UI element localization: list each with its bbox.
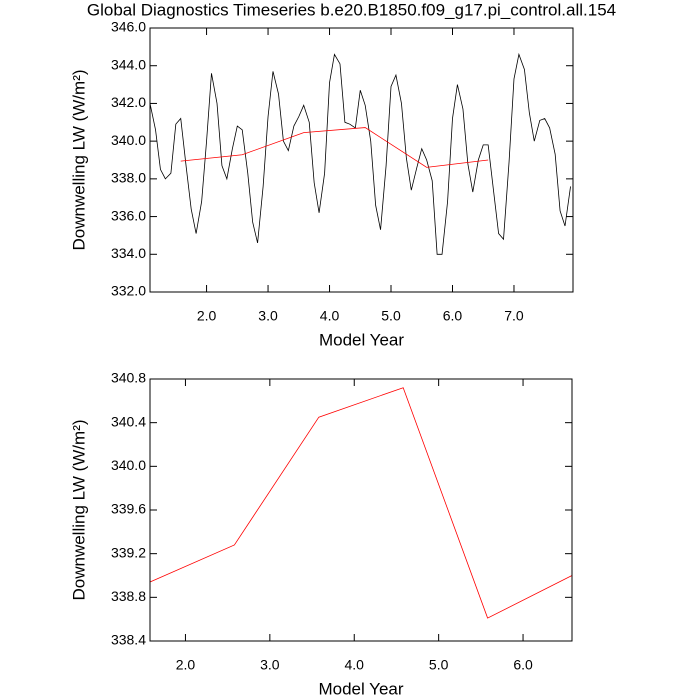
series-line <box>149 52 571 255</box>
y-tick-label: 342.0 <box>111 94 146 110</box>
plot-frame <box>149 378 573 642</box>
y-tick-label: 340.0 <box>111 132 146 148</box>
y-tick-label: 338.0 <box>111 170 146 186</box>
y-tick-label: 332.0 <box>111 283 146 299</box>
y-tick-label: 344.0 <box>111 56 146 72</box>
x-tick-label: 7.0 <box>504 308 524 324</box>
x-axis-label: Model Year <box>318 679 403 698</box>
x-tick-label: 5.0 <box>381 308 401 324</box>
x-tick-label: 4.0 <box>345 657 365 673</box>
x-tick-label: 6.0 <box>443 308 463 324</box>
x-tick-label: 3.0 <box>260 657 280 673</box>
y-tick-label: 339.6 <box>111 501 146 517</box>
y-axis-label: Downwelling LW (W/m²) <box>69 69 88 250</box>
x-tick-label: 2.0 <box>176 657 196 673</box>
x-tick-label: 5.0 <box>429 657 449 673</box>
x-tick-label: 6.0 <box>513 657 533 673</box>
y-tick-label: 336.0 <box>111 207 146 223</box>
y-tick-label: 340.8 <box>111 370 146 386</box>
y-tick-label: 340.4 <box>111 413 146 429</box>
x-tick-label: 3.0 <box>258 308 278 324</box>
y-tick-label: 339.2 <box>111 544 146 560</box>
y-tick-label: 340.0 <box>111 457 146 473</box>
series-line <box>149 387 573 619</box>
y-tick-label: 338.4 <box>111 632 146 648</box>
y-tick-label: 334.0 <box>111 245 146 261</box>
x-tick-label: 2.0 <box>197 308 217 324</box>
y-tick-label: 338.8 <box>111 588 146 604</box>
plot-frame <box>149 27 574 293</box>
y-axis-label: Downwelling LW (W/m²) <box>69 419 88 600</box>
series-line <box>180 127 489 168</box>
x-axis-label: Model Year <box>319 330 404 349</box>
chart-title: Global Diagnostics Timeseries b.e20.B185… <box>87 0 616 19</box>
y-tick-label: 346.0 <box>111 19 146 35</box>
x-tick-label: 4.0 <box>320 308 340 324</box>
